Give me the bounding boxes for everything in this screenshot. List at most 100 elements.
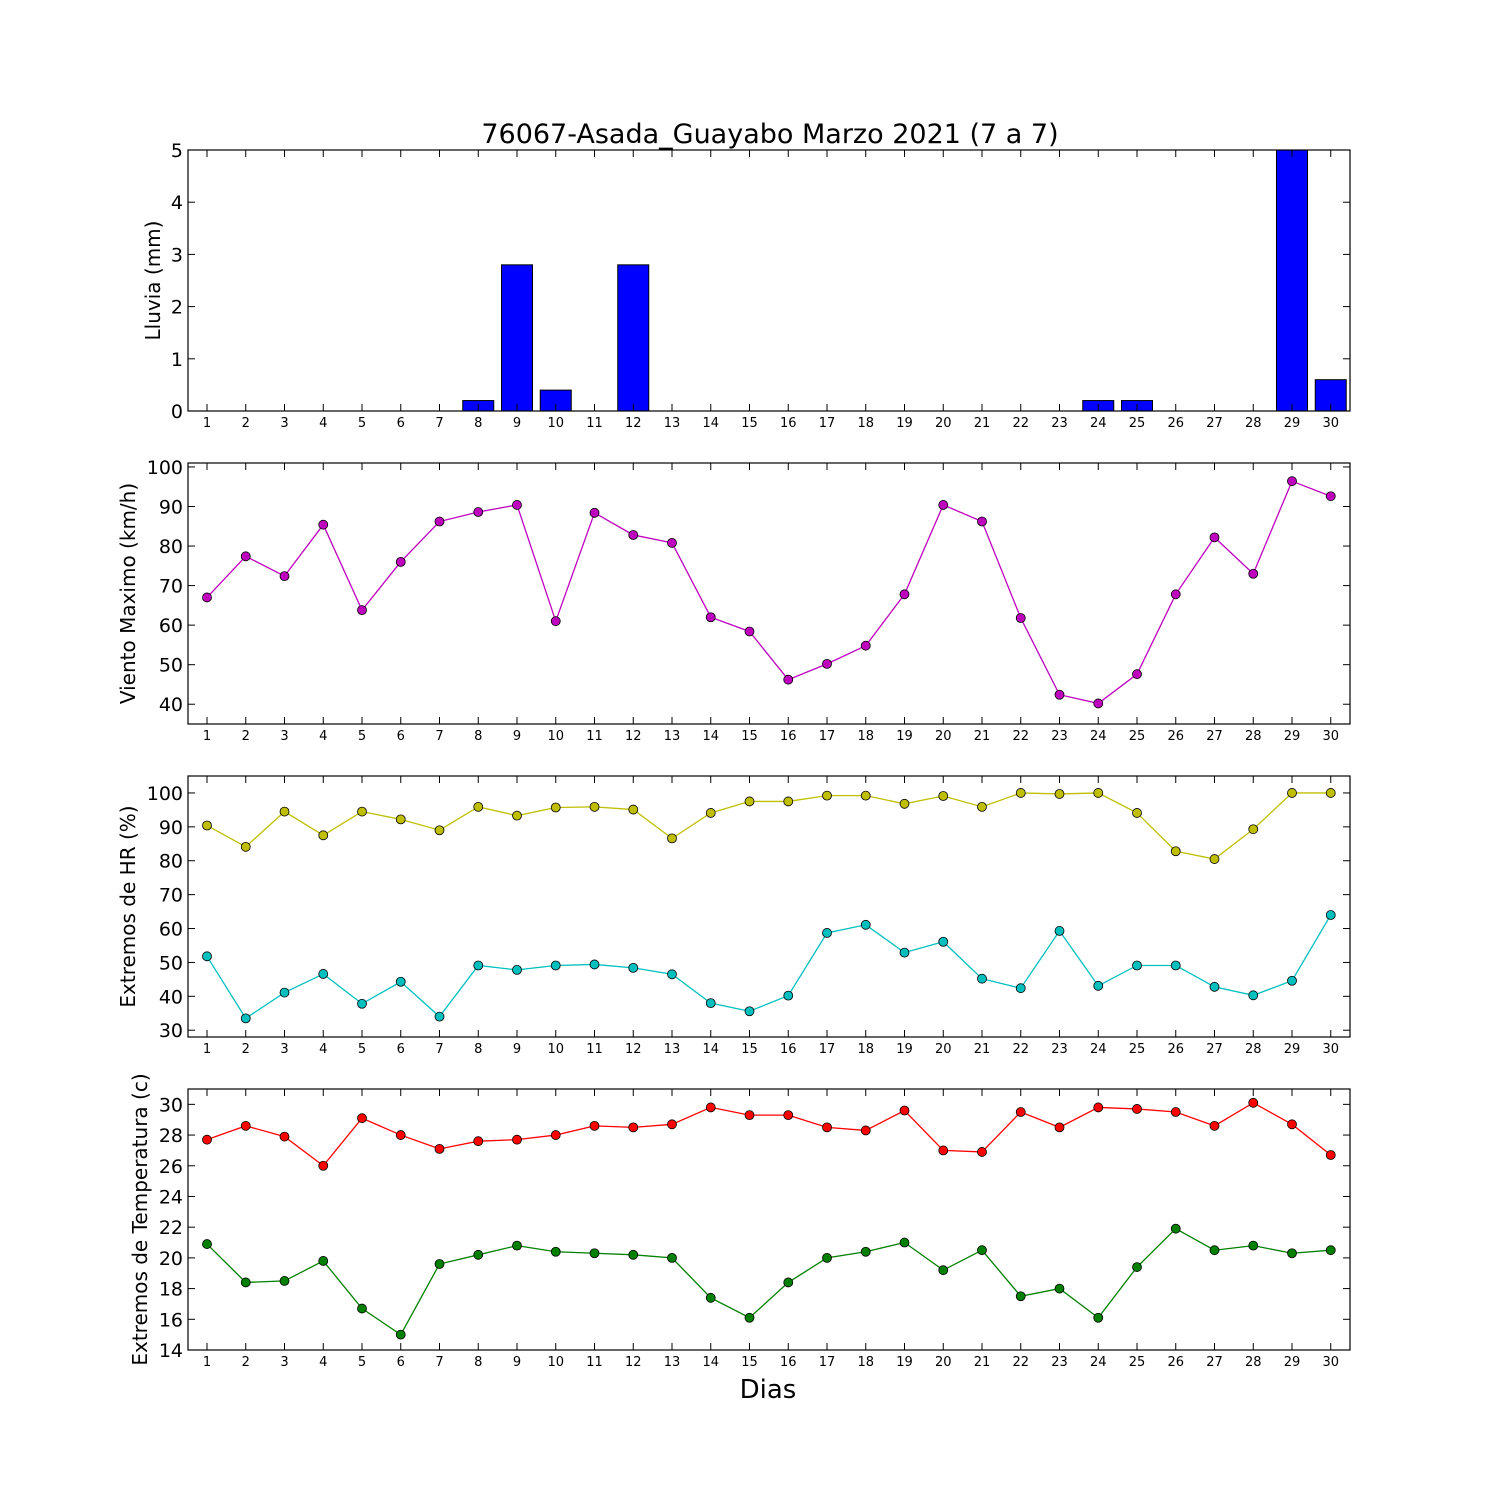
point-s1-day-28 — [1248, 824, 1259, 835]
x-tick-label: 28 — [1245, 416, 1262, 431]
point-s1-day-12 — [628, 530, 639, 540]
y-tick-label: 100 — [147, 783, 183, 805]
x-tick-label: 5 — [358, 416, 366, 431]
point-s2-day-20 — [938, 936, 949, 947]
x-tick-label: 1 — [203, 1355, 211, 1370]
point-s1-day-29 — [1287, 476, 1297, 487]
y-tick-label: 70 — [159, 576, 183, 598]
x-tick-label: 29 — [1284, 1042, 1301, 1057]
point-s2-day-9 — [512, 1240, 522, 1251]
point-s1-day-20 — [938, 791, 949, 801]
point-s1-day-8 — [473, 1136, 484, 1147]
x-tick-label: 2 — [242, 729, 250, 744]
point-s1-day-5 — [357, 1113, 367, 1124]
point-s1-day-17 — [822, 790, 832, 801]
point-s1-day-28 — [1248, 1097, 1259, 1108]
y-tick-label: 50 — [159, 952, 183, 974]
x-tick-label: 20 — [935, 416, 952, 431]
point-s1-day-29 — [1287, 788, 1297, 798]
x-tick-label: 30 — [1322, 1355, 1339, 1370]
point-s1-day-27 — [1209, 532, 1220, 543]
x-tick-label: 28 — [1245, 1355, 1262, 1370]
point-s2-day-27 — [1209, 1245, 1220, 1256]
point-s2-day-20 — [938, 1265, 949, 1276]
x-tick-label: 28 — [1245, 1042, 1262, 1057]
y-tick-label: 70 — [159, 885, 183, 907]
x-tick-label: 18 — [857, 729, 874, 744]
point-s1-day-1 — [202, 820, 212, 831]
y-tick-label: 28 — [159, 1125, 183, 1147]
x-tick-label: 22 — [1012, 729, 1029, 744]
point-s1-day-17 — [822, 658, 832, 669]
x-tick-label: 24 — [1090, 416, 1107, 431]
x-tick-label: 15 — [741, 729, 758, 744]
point-s1-day-22 — [1015, 1107, 1026, 1117]
y-tick-label: 4 — [171, 192, 183, 214]
point-s1-day-22 — [1015, 788, 1026, 798]
point-s2-day-23 — [1054, 926, 1065, 936]
point-s2-day-18 — [860, 1246, 871, 1257]
point-s2-day-2 — [240, 1277, 251, 1288]
x-tick-label: 21 — [974, 416, 991, 431]
point-s1-day-19 — [899, 1105, 910, 1116]
point-s1-day-15 — [744, 626, 755, 637]
x-tick-label: 23 — [1051, 729, 1068, 744]
point-s1-day-23 — [1054, 689, 1065, 700]
point-s2-day-13 — [667, 1252, 677, 1263]
x-tick-label: 20 — [935, 1042, 952, 1057]
x-tick-label: 11 — [586, 729, 603, 744]
point-s1-day-19 — [899, 798, 910, 809]
point-s2-day-6 — [395, 976, 406, 987]
x-tick-label: 10 — [547, 416, 564, 431]
point-s1-day-15 — [744, 796, 755, 807]
y-tick-label: 0 — [171, 401, 183, 423]
point-s1-day-30 — [1325, 491, 1336, 502]
x-tick-label: 24 — [1090, 1042, 1107, 1057]
point-s2-day-4 — [318, 969, 329, 979]
x-tick-label: 4 — [319, 729, 327, 744]
point-s2-day-18 — [860, 919, 871, 930]
point-s1-day-24 — [1093, 698, 1104, 709]
point-s2-day-17 — [822, 1252, 832, 1263]
point-s1-day-12 — [628, 1122, 639, 1133]
point-s1-day-11 — [589, 507, 600, 518]
point-s2-day-14 — [705, 1292, 716, 1303]
point-s1-day-22 — [1015, 613, 1026, 623]
x-tick-label: 8 — [474, 729, 482, 744]
x-tick-label: 17 — [819, 729, 836, 744]
x-tick-label: 7 — [435, 1042, 443, 1057]
point-s1-day-9 — [512, 810, 522, 821]
y-tick-label: 100 — [147, 457, 183, 479]
x-tick-label: 18 — [857, 1355, 874, 1370]
point-s2-day-8 — [473, 960, 484, 971]
point-s1-day-4 — [318, 519, 329, 530]
point-s1-day-10 — [550, 616, 561, 627]
point-s1-day-18 — [860, 640, 871, 651]
y-tick-label: 40 — [159, 694, 183, 716]
point-s2-day-28 — [1248, 1240, 1259, 1251]
point-s2-day-11 — [589, 1248, 600, 1259]
point-s1-day-13 — [667, 1119, 677, 1130]
x-tick-label: 6 — [397, 729, 405, 744]
x-tick-label: 6 — [397, 1042, 405, 1057]
point-s2-day-16 — [783, 990, 794, 1001]
x-tick-label: 10 — [547, 729, 564, 744]
point-s2-day-30 — [1325, 910, 1336, 920]
x-tick-label: 21 — [974, 729, 991, 744]
x-tick-label: 25 — [1129, 1042, 1146, 1057]
x-tick-label: 18 — [857, 1042, 874, 1057]
point-s2-day-26 — [1170, 960, 1181, 971]
point-s1-day-6 — [395, 814, 406, 825]
point-s1-day-20 — [938, 1145, 949, 1156]
axes-frame — [187, 462, 1351, 725]
x-tick-label: 4 — [319, 1355, 327, 1370]
x-tick-label: 22 — [1012, 1355, 1029, 1370]
x-tick-label: 24 — [1090, 1355, 1107, 1370]
y-tick-label: 5 — [171, 140, 183, 162]
x-tick-label: 14 — [702, 1042, 719, 1057]
point-s1-day-26 — [1170, 1107, 1181, 1117]
